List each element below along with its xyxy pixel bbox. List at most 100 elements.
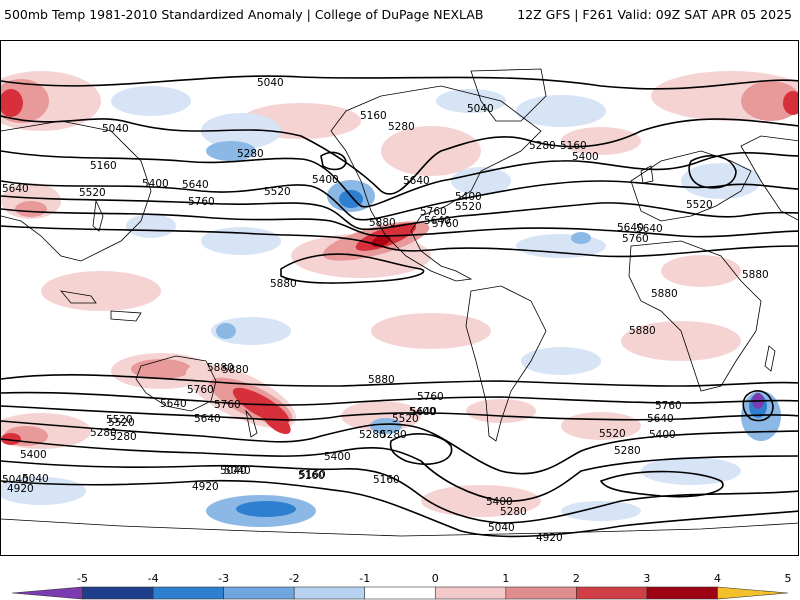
contour-height-label: 5280 [359, 429, 386, 441]
colorbar-tick-label: -5 [77, 572, 89, 585]
contour-height-label: 5880 [369, 217, 396, 229]
contour-height-label: 5760 [214, 399, 241, 411]
contour-height-label: 5520 [686, 199, 713, 211]
contour-height-label: 5760 [420, 206, 447, 218]
contour-height-label: 4920 [536, 532, 563, 544]
colorbar-tick-label: 2 [572, 572, 580, 585]
contour-height-label: 5520 [79, 187, 106, 199]
height-contour-layer [1, 75, 798, 538]
colorbar-segment [576, 586, 648, 600]
colorbar-segment [717, 586, 789, 600]
contour-height-label: 5040 [224, 465, 251, 477]
colorbar-tick-label: -3 [218, 572, 230, 585]
contour-height-label: 5640 [160, 398, 187, 410]
contour-height-label: 5280 [90, 427, 117, 439]
contour-height-label: 5880 [222, 364, 249, 376]
contour-height-label: 5640 [182, 179, 209, 191]
contour-height-label: 5640 [617, 222, 644, 234]
contour-height-label: 5520 [599, 428, 626, 440]
contour-height-label: 5400 [649, 429, 676, 441]
contour-height-label: 5280 [110, 431, 137, 443]
contour-height-label: 5640 [2, 183, 29, 195]
contour-height-label: 5640 [647, 413, 674, 425]
contour-height-label: 5400 [312, 174, 339, 186]
contour-height-label: 5040 [257, 77, 284, 89]
contour-height-label: 5880 [651, 288, 678, 300]
contour-height-label: 5760 [187, 384, 214, 396]
colorbar-tick-label: 1 [502, 572, 510, 585]
contour-height-label: 5880 [742, 269, 769, 281]
colorbar-tick-label: 0 [431, 572, 439, 585]
contour-height-label: 5040 [488, 522, 515, 534]
map-title: 500mb Temp 1981-2010 Standardized Anomal… [4, 7, 484, 22]
colorbar-tick-label: -4 [147, 572, 159, 585]
colorbar-segment [505, 586, 577, 600]
contour-height-label: 4920 [192, 481, 219, 493]
model-run-info: 12Z GFS | F261 Valid: 09Z SAT APR 05 202… [517, 7, 792, 22]
colorbar-segment [364, 586, 436, 600]
contour-height-label: 5160 [90, 160, 117, 172]
contour-height-label: 5280 [380, 429, 407, 441]
colorbar-segment [82, 586, 154, 600]
contour-height-label: 5280 [237, 148, 264, 160]
colorbar-segment [434, 586, 507, 600]
colorbar-segment [646, 586, 718, 600]
contour-height-label: 5520 [392, 413, 419, 425]
contour-height-label: 5640 [194, 413, 221, 425]
contour-height-label: 5640 [403, 175, 430, 187]
contour-height-label: 5640 [636, 223, 663, 235]
contour-height-label: 5400 [486, 496, 513, 508]
contour-height-label: 5400 [455, 191, 482, 203]
colorbar-tick-label: 4 [713, 572, 721, 585]
contour-height-label: 5040 [2, 474, 29, 486]
contour-height-label: 5160 [360, 110, 387, 122]
contour-height-label: 5520 [106, 414, 133, 426]
contour-height-label: 5880 [270, 278, 297, 290]
contour-height-label: 5280 [500, 506, 527, 518]
contour-height-label: 5760 [655, 400, 682, 412]
contour-height-label: 5280 [529, 140, 556, 152]
contour-height-label: 5280 [614, 445, 641, 457]
contour-height-label: 5160 [373, 474, 400, 486]
contour-height-label: 4920 [7, 483, 34, 495]
map-header: 500mb Temp 1981-2010 Standardized Anomal… [0, 0, 800, 30]
contour-height-label: 5520 [264, 186, 291, 198]
colorbar-labels: -5 -4 -3 -2 -1 0 1 2 3 4 5 [0, 572, 800, 586]
contour-height-label: 5400 [324, 451, 351, 463]
contour-height-label: 5400 [409, 406, 436, 418]
colorbar-segment [223, 586, 295, 600]
colorbar-segment [11, 586, 83, 600]
contour-height-label: 5040 [102, 123, 129, 135]
contour-height-label: 5640 [424, 215, 451, 227]
contour-height-label: 5400 [572, 151, 599, 163]
contour-height-label: 5160 [560, 140, 587, 152]
anomaly-shading-layer [1, 71, 798, 527]
contour-height-label: 5280 [388, 121, 415, 133]
colorbar-tick-label: -2 [288, 572, 300, 585]
contour-height-label: 5400 [20, 449, 47, 461]
contour-height-label: 5640 [410, 406, 437, 418]
contour-height-label: 5760 [188, 196, 215, 208]
contour-height-label: 5040 [22, 473, 49, 485]
coastline-layer [1, 68, 798, 537]
map-panel: 5040 5040 5040 5160 5280 5160 5400 5280 5640 5520… [0, 40, 799, 556]
contour-height-label: 5520 [455, 201, 482, 213]
contour-height-label: 5880 [207, 362, 234, 374]
colorbar-segment [293, 586, 366, 600]
contour-height-label: 5880 [368, 374, 395, 386]
contour-height-label: 5880 [629, 325, 656, 337]
contour-height-label: 5760 [417, 391, 444, 403]
colorbar-tick-label: 3 [643, 572, 651, 585]
contour-height-label: 5160 [298, 470, 325, 482]
colorbar-scale [11, 586, 789, 600]
colorbar-tick-label: 5 [784, 572, 792, 585]
colorbar-tick-label: -1 [359, 572, 371, 585]
anomaly-colorbar: -5 -4 -3 -2 -1 0 1 2 3 4 5 [0, 572, 800, 600]
contour-height-label: 5040 [220, 465, 247, 477]
contour-height-label: 5760 [622, 233, 649, 245]
colorbar-segment [152, 586, 224, 600]
contour-height-label: 5760 [432, 218, 459, 230]
contour-height-label: 5160 [299, 469, 326, 481]
contour-height-label: 5400 [142, 178, 169, 190]
